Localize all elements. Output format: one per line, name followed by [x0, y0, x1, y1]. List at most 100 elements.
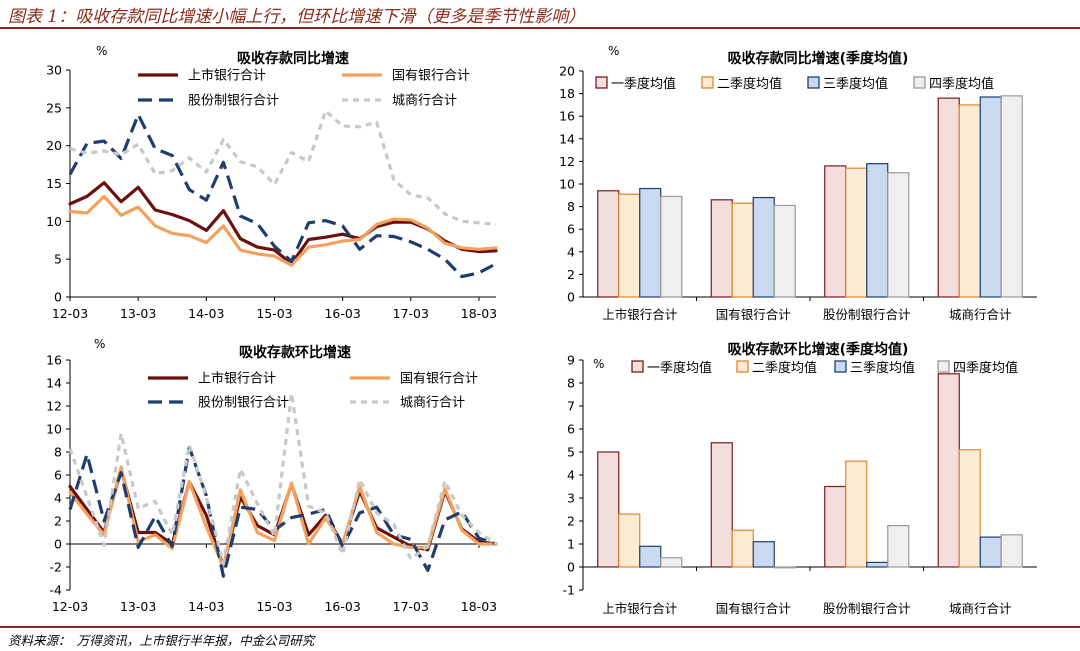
legend-swatch-q2: [736, 360, 749, 373]
x-category-label: 城商行合计: [949, 307, 1012, 322]
y-tick-label: 0: [567, 290, 575, 305]
y-tick-label: 14: [559, 131, 575, 146]
legend-swatch-q1: [595, 76, 608, 89]
y-tick-label: 6: [567, 222, 575, 237]
legend-label-city: 城商行合计: [392, 94, 457, 109]
y-tick-label: 25: [46, 100, 62, 115]
legend-label-joint: 股份制银行合计: [188, 94, 279, 109]
bar-q2-4: [958, 449, 981, 568]
x-tick-label: 14-03: [188, 306, 224, 321]
y-tick-label: 4: [54, 491, 62, 506]
series-line-joint: [68, 445, 497, 578]
yoy-line-chart: 吸收存款同比增速% 0 5 10 15 20 25 30 12-03 13-03 14-03 15-0…: [46, 44, 498, 321]
y-tick-label: 12: [46, 399, 62, 414]
legend-swatch-q4: [913, 76, 926, 89]
series-line-state: [68, 194, 498, 267]
y-tick-label: 10: [46, 422, 62, 437]
y-tick-label: 2: [567, 514, 575, 529]
bottom-rule: [0, 626, 1080, 628]
y-unit-label: %: [94, 337, 105, 351]
bar-q3-1: [639, 187, 662, 298]
figure-title: 图表 1：吸收存款同比增速小幅上行，但环比增速下滑（更多是季节性影响）: [8, 7, 586, 27]
legend-label-q3: 三季度均值: [823, 76, 888, 92]
x-category-label: 城商行合计: [949, 601, 1012, 616]
x-tick-label: 14-03: [188, 599, 224, 614]
y-tick-label: 16: [559, 109, 575, 124]
y-tick-label: 0: [54, 537, 62, 552]
y-tick-label: 5: [54, 252, 62, 267]
y-tick-label: 14: [46, 376, 62, 391]
y-tick-label: 3: [567, 491, 575, 506]
y-tick-label: -1: [563, 583, 575, 598]
y-tick-label: 8: [567, 376, 575, 391]
series-line-city: [68, 391, 497, 566]
series-line-joint: [68, 112, 497, 279]
chart-title: 吸收存款同比增速(季度均值): [728, 50, 909, 67]
bar-q4-2: [773, 566, 796, 569]
y-tick-label: 2: [567, 267, 575, 282]
y-unit-label: %: [608, 44, 619, 58]
x-tick-label: 15-03: [256, 306, 292, 321]
bar-q4-1: [660, 195, 683, 298]
legend-swatch-q2: [701, 76, 714, 89]
bar-q2-2: [731, 529, 754, 568]
series-line-state: [68, 465, 498, 569]
legend-swatch-q3: [807, 76, 820, 89]
bar-q4-3: [887, 525, 910, 568]
bar-q1-4: [937, 373, 960, 568]
x-tick-label: 12-03: [52, 599, 88, 614]
bar-q2-4: [958, 104, 981, 298]
x-category-label: 上市银行合计: [602, 601, 677, 616]
y-tick-label: 10: [46, 214, 62, 229]
y-tick-label: 1: [567, 537, 575, 552]
bar-q4-4: [1000, 95, 1023, 298]
series-line-city: [69, 109, 497, 226]
legend-label-q3: 三季度均值: [850, 360, 915, 376]
x-category-label: 股份制银行合计: [823, 307, 911, 322]
y-tick-label: -2: [50, 560, 62, 575]
y-unit-label: %: [96, 44, 107, 58]
y-tick-label: 15: [46, 176, 62, 191]
x-tick-label: 18-03: [461, 306, 497, 321]
top-rule: [0, 27, 1080, 29]
y-tick-label: 9: [567, 353, 575, 368]
bar-q1-3: [824, 165, 847, 298]
y-tick-label: 0: [54, 290, 62, 305]
y-tick-label: 6: [567, 422, 575, 437]
qoq-bar-chart: 吸收存款环比增速(季度均值)% -1 0 1 2 3 4 5 6 7 8 9 上市银行合计 国有银行合计 股…: [563, 341, 1037, 616]
y-tick-label: 18: [559, 86, 575, 101]
y-tick-label: 8: [567, 199, 575, 214]
y-tick-label: 5: [567, 445, 575, 460]
legend-label-city: 城商行合计: [400, 396, 465, 411]
legend-label-joint: 股份制银行合计: [198, 396, 289, 411]
x-tick-label: 17-03: [393, 306, 429, 321]
x-tick-label: 13-03: [120, 306, 156, 321]
legend-swatch-q4: [937, 360, 950, 373]
y-tick-label: 7: [567, 399, 575, 414]
x-tick-label: 12-03: [52, 306, 88, 321]
legend-swatch-q3: [834, 360, 847, 373]
y-tick-label: -4: [50, 583, 63, 598]
bar-q4-4: [1000, 534, 1023, 568]
bar-q3-4: [979, 96, 1002, 298]
y-tick-label: 20: [46, 138, 62, 153]
legend-label-listed: 上市银行合计: [198, 371, 276, 387]
source-note: 资料来源： 万得资讯，上市银行半年报，中金公司研究: [8, 633, 315, 648]
y-tick-label: 30: [46, 63, 62, 78]
legend-label-q1: 一季度均值: [647, 360, 712, 376]
bar-q1-3: [824, 485, 847, 568]
legend-label-state: 国有银行合计: [392, 69, 470, 84]
x-tick-label: 16-03: [324, 599, 360, 614]
legend-label-state: 国有银行合计: [400, 372, 478, 387]
y-tick-label: 16: [46, 353, 62, 368]
bar-q3-2: [752, 196, 775, 298]
y-tick-label: 10: [559, 177, 575, 192]
y-tick-label: 20: [559, 64, 575, 79]
y-tick-label: 8: [54, 445, 62, 460]
x-tick-label: 13-03: [120, 599, 156, 614]
bar-q1-1: [597, 451, 620, 568]
legend-label-q1: 一季度均值: [611, 76, 676, 92]
y-tick-label: 2: [54, 514, 62, 529]
bar-q2-3: [845, 167, 868, 298]
legend-label-q4: 四季度均值: [953, 360, 1018, 376]
